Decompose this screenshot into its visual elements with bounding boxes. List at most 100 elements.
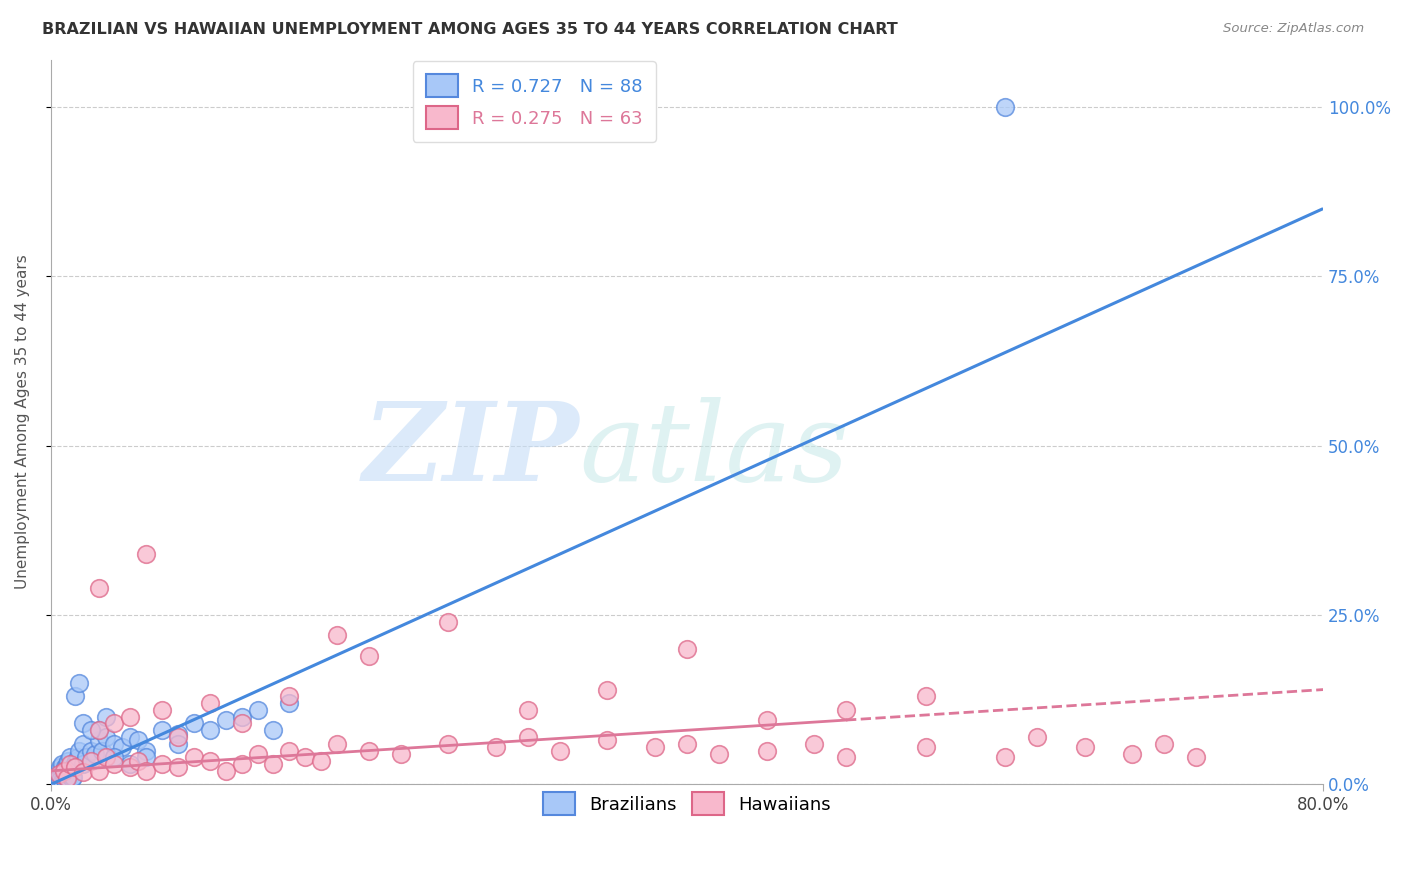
Point <box>48 774 70 789</box>
Point <box>51 757 73 772</box>
Point <box>103 716 125 731</box>
Point <box>60 772 83 786</box>
Point <box>63 757 86 772</box>
Point <box>45 769 67 783</box>
Text: BRAZILIAN VS HAWAIIAN UNEMPLOYMENT AMONG AGES 35 TO 44 YEARS CORRELATION CHART: BRAZILIAN VS HAWAIIAN UNEMPLOYMENT AMONG… <box>42 22 898 37</box>
Text: atlas: atlas <box>579 397 848 505</box>
Point <box>79 754 101 768</box>
Point <box>62 760 84 774</box>
Point <box>246 747 269 761</box>
Point <box>676 642 699 657</box>
Point <box>596 733 619 747</box>
Point <box>45 774 67 789</box>
Point <box>914 690 936 704</box>
Point <box>150 723 173 738</box>
Point <box>41 772 63 786</box>
Point <box>72 765 94 780</box>
Point <box>246 703 269 717</box>
Text: Source: ZipAtlas.com: Source: ZipAtlas.com <box>1223 22 1364 36</box>
Text: ZIP: ZIP <box>363 397 579 505</box>
Point <box>49 760 72 774</box>
Point <box>135 547 157 561</box>
Point <box>87 723 110 738</box>
Point <box>66 750 89 764</box>
Point <box>42 777 65 791</box>
Point <box>150 703 173 717</box>
Point <box>42 771 65 785</box>
Point <box>167 737 190 751</box>
Point <box>326 628 349 642</box>
Point <box>42 774 65 789</box>
Point <box>994 750 1017 764</box>
Point <box>198 723 221 738</box>
Point <box>96 709 118 723</box>
Point <box>127 754 149 768</box>
Point <box>437 615 460 629</box>
Point <box>87 581 110 595</box>
Point <box>58 767 80 781</box>
Point <box>183 750 205 764</box>
Point <box>389 747 412 761</box>
Point <box>46 775 69 789</box>
Point <box>41 777 63 791</box>
Point <box>835 703 858 717</box>
Point <box>41 775 63 789</box>
Point <box>87 733 110 747</box>
Point <box>120 757 142 772</box>
Point <box>45 776 67 790</box>
Point <box>676 737 699 751</box>
Point <box>167 760 190 774</box>
Point <box>835 750 858 764</box>
Point <box>309 754 332 768</box>
Point <box>48 764 70 778</box>
Point <box>48 767 70 781</box>
Point <box>485 740 508 755</box>
Point <box>263 723 285 738</box>
Point <box>46 773 69 788</box>
Point <box>52 764 75 778</box>
Point <box>111 740 134 755</box>
Point <box>51 773 73 788</box>
Point <box>103 750 125 764</box>
Point <box>90 743 112 757</box>
Point <box>215 764 238 778</box>
Point <box>63 760 86 774</box>
Point <box>127 733 149 747</box>
Point <box>59 750 82 764</box>
Point <box>294 750 316 764</box>
Point <box>150 757 173 772</box>
Point <box>53 773 76 788</box>
Point <box>41 776 63 790</box>
Point <box>167 726 190 740</box>
Point <box>135 743 157 757</box>
Point <box>1025 730 1047 744</box>
Point <box>994 100 1017 114</box>
Point <box>1185 750 1208 764</box>
Point <box>59 765 82 780</box>
Point <box>1153 737 1175 751</box>
Y-axis label: Unemployment Among Ages 35 to 44 years: Unemployment Among Ages 35 to 44 years <box>15 254 30 590</box>
Point <box>60 764 83 778</box>
Legend: Brazilians, Hawaiians: Brazilians, Hawaiians <box>531 781 842 826</box>
Point <box>596 682 619 697</box>
Point <box>135 764 157 778</box>
Point <box>79 723 101 738</box>
Point <box>231 709 253 723</box>
Point <box>41 776 63 790</box>
Point <box>62 770 84 784</box>
Point <box>49 772 72 787</box>
Point <box>51 774 73 789</box>
Point <box>72 757 94 772</box>
Point <box>41 774 63 789</box>
Point <box>231 716 253 731</box>
Point <box>120 709 142 723</box>
Point <box>48 775 70 789</box>
Point <box>167 730 190 744</box>
Point <box>55 772 77 786</box>
Point <box>42 775 65 789</box>
Point <box>198 696 221 710</box>
Point <box>55 769 77 783</box>
Point <box>59 769 82 783</box>
Point <box>755 713 778 727</box>
Point <box>72 716 94 731</box>
